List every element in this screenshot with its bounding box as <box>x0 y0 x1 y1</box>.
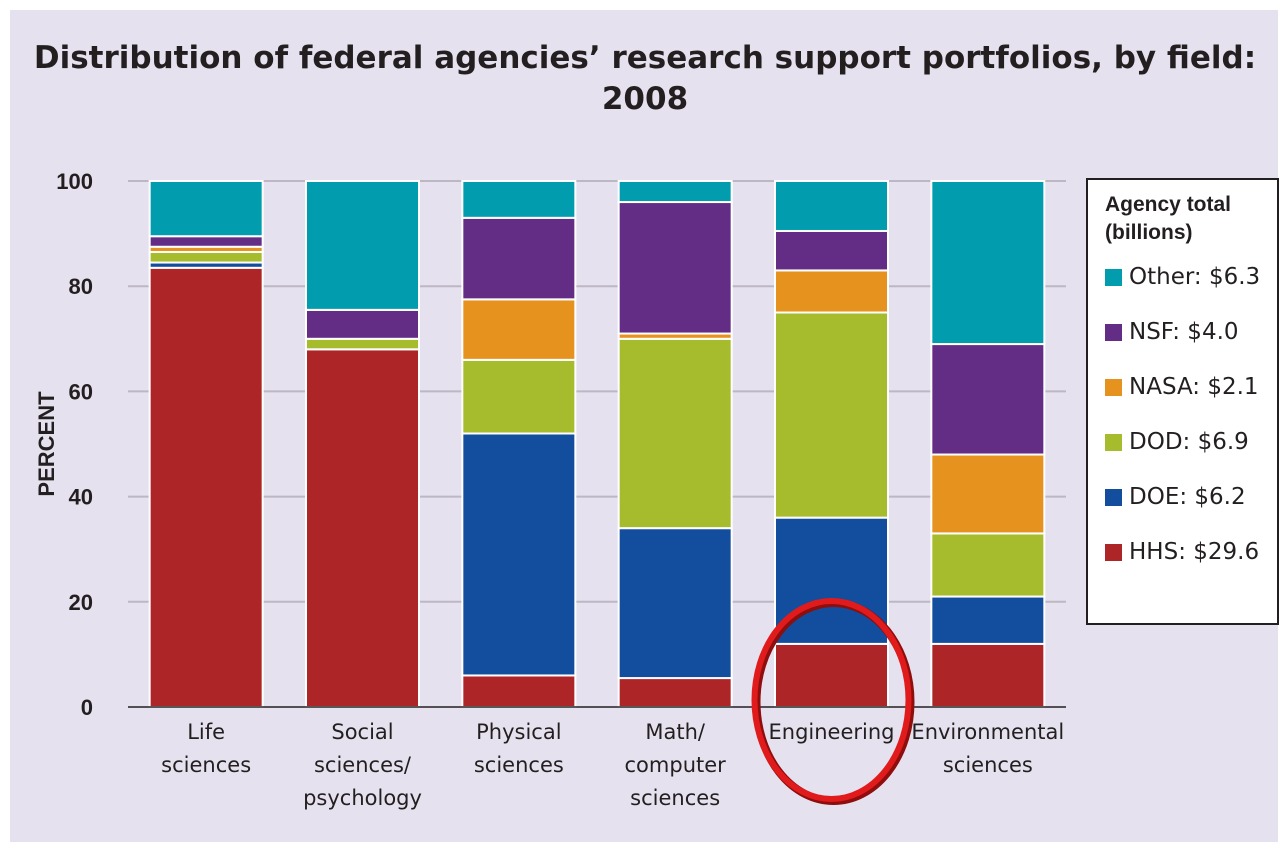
bar-segment <box>774 229 889 272</box>
bar-segment <box>774 516 889 645</box>
y-tick-label: 0 <box>81 695 93 720</box>
bar-segment <box>461 432 577 677</box>
bar-segment <box>148 235 264 248</box>
highlight-circle <box>751 598 912 802</box>
legend-swatch <box>1105 488 1122 506</box>
bar-segment <box>617 180 733 204</box>
x-tick-label: sciences/ <box>314 753 412 777</box>
legend-item: DOD: $6.9 <box>1105 427 1249 457</box>
legend-label: HHS: $29.6 <box>1129 539 1260 565</box>
legend-swatch <box>1105 543 1122 561</box>
legend-item: DOE: $6.2 <box>1105 482 1246 512</box>
y-tick-label: 80 <box>69 274 93 299</box>
bar-segment <box>930 180 1046 346</box>
legend-label: Other: $6.3 <box>1129 264 1261 290</box>
x-tick-label: psychology <box>303 786 422 810</box>
bar-segment <box>305 348 420 708</box>
legend-item: NSF: $4.0 <box>1105 317 1239 347</box>
bar-segment <box>461 358 577 435</box>
bar-segment <box>930 453 1046 535</box>
y-tick-label: 100 <box>56 169 93 194</box>
legend: Agency total (billions) Other: $6.3 NSF: … <box>1086 178 1279 625</box>
legend-swatch <box>1105 378 1122 396</box>
x-tick-label: Engineering <box>769 720 895 744</box>
bar-segment <box>305 308 420 340</box>
x-tick-label: sciences <box>474 753 564 777</box>
bar-segment <box>930 343 1046 456</box>
bar-segment <box>461 180 577 219</box>
legend-label: DOD: $6.9 <box>1129 429 1249 455</box>
bar-segment <box>930 642 1046 709</box>
bar-segment <box>617 527 733 680</box>
bar-segment <box>305 337 420 351</box>
x-tick-label: Physical <box>476 720 561 744</box>
legend-label: DOE: $6.2 <box>1129 484 1246 510</box>
y-tick-label: 40 <box>69 485 93 510</box>
legend-swatch <box>1105 268 1122 286</box>
x-tick-label: computer <box>625 753 727 777</box>
bar-segment <box>461 298 577 361</box>
bar-segment <box>930 532 1046 598</box>
bar-segment <box>774 269 889 314</box>
legend-swatch <box>1105 433 1122 451</box>
x-tick-label: sciences <box>630 786 720 810</box>
bar-segment <box>461 216 577 301</box>
legend-item: HHS: $29.6 <box>1105 537 1259 567</box>
bar-segment <box>461 674 577 709</box>
legend-label: NSF: $4.0 <box>1129 319 1239 345</box>
bar-segment <box>617 337 733 530</box>
bar-segment <box>617 201 733 335</box>
bar-segment <box>617 677 733 709</box>
bar-segment <box>774 642 889 709</box>
bar-segment <box>305 180 420 311</box>
bar-segment <box>148 251 264 264</box>
y-tick-label: 20 <box>69 590 93 615</box>
x-tick-label: Math/ <box>645 720 706 744</box>
bar-segment <box>930 595 1046 645</box>
bar-segment <box>148 180 264 238</box>
legend-item: Other: $6.3 <box>1105 262 1260 292</box>
bar-segment <box>148 266 264 708</box>
chart-title: Distribution of federal agencies’ resear… <box>33 40 1257 117</box>
bar-segment <box>774 311 889 519</box>
x-tick-label: sciences <box>943 753 1033 777</box>
x-tick-label: Life <box>187 720 225 744</box>
y-tick-label: 60 <box>69 379 93 404</box>
x-tick-label: Environmental <box>911 720 1064 744</box>
legend-title: Agency total (billions) <box>1105 193 1232 244</box>
legend-label: NASA: $2.1 <box>1129 374 1259 400</box>
legend-swatch <box>1105 323 1122 341</box>
bar-segment <box>774 180 889 232</box>
y-axis-label: PERCENT <box>34 391 59 497</box>
x-tick-label: Social <box>331 720 393 744</box>
legend-item: NASA: $2.1 <box>1105 372 1259 402</box>
x-tick-label: sciences <box>161 753 251 777</box>
